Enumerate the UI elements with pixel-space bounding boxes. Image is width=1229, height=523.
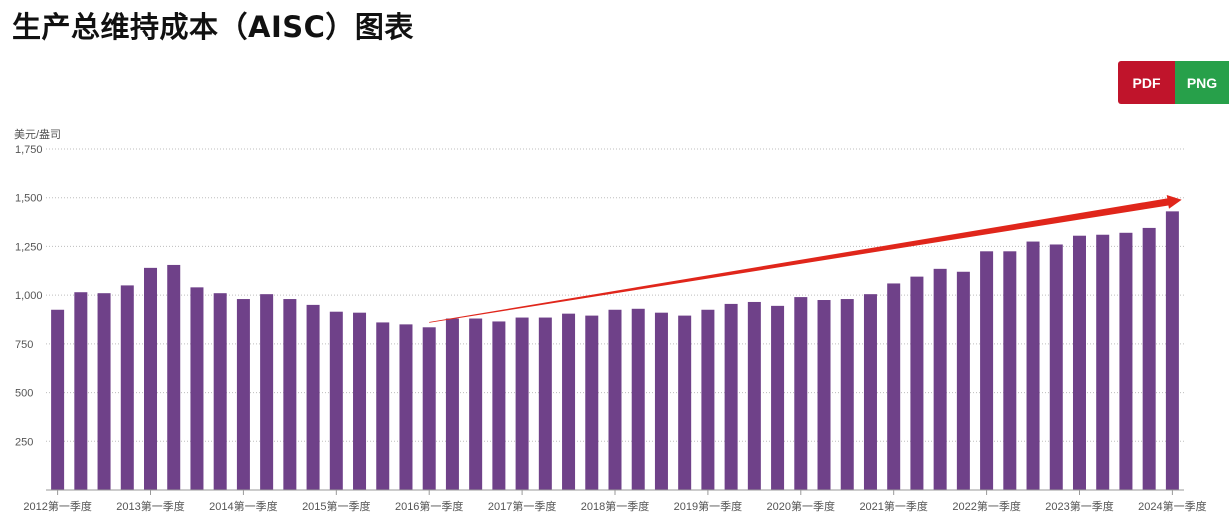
y-tick-label: 1,000 — [15, 290, 43, 302]
bar — [97, 293, 111, 490]
y-tick-label: 1,750 — [15, 144, 43, 156]
bar — [747, 301, 761, 490]
bar — [283, 299, 297, 490]
download-pdf-button[interactable]: PDF — [1118, 61, 1175, 104]
x-tick-label: 2017第一季度 — [488, 499, 556, 513]
bar — [329, 311, 343, 490]
bar — [399, 324, 413, 490]
grid-lines — [46, 148, 1184, 442]
bar — [1165, 211, 1179, 490]
x-tick-label: 2022第一季度 — [952, 499, 1020, 513]
bar — [469, 318, 483, 490]
bar — [1026, 241, 1040, 490]
x-tick-label: 2013第一季度 — [116, 499, 184, 513]
x-tick-label: 2018第一季度 — [581, 499, 649, 513]
bar — [120, 285, 134, 490]
bar — [515, 317, 529, 490]
bar — [724, 303, 738, 490]
bar — [1119, 232, 1133, 490]
bar — [538, 317, 552, 490]
annotations — [429, 195, 1182, 323]
bar — [980, 251, 994, 490]
bar — [1142, 227, 1156, 490]
bar — [445, 318, 459, 490]
bar — [167, 264, 181, 490]
bar — [306, 304, 320, 490]
x-tick-label: 2016第一季度 — [395, 499, 463, 513]
page-title: 生产总维持成本（AISC）图表 — [12, 10, 414, 44]
bar — [260, 294, 274, 490]
bar — [422, 327, 436, 490]
bar — [956, 271, 970, 490]
bar — [562, 313, 576, 490]
axes: 250 500 750 1,000 1,250 1,500 1,750 2012第一季度 201… — [15, 144, 1207, 513]
bar — [74, 292, 88, 490]
download-png-button[interactable]: PNG — [1175, 61, 1229, 104]
bar — [933, 268, 947, 490]
bar — [236, 299, 250, 490]
bar — [1072, 235, 1086, 490]
y-tick-label: 1,250 — [15, 241, 43, 253]
bar — [1096, 234, 1110, 490]
x-tick-label: 2021第一季度 — [859, 499, 927, 513]
bar — [701, 309, 715, 490]
bar — [190, 287, 204, 490]
y-axis-unit-label: 美元/盎司 — [14, 127, 61, 141]
x-tick-label: 2023第一季度 — [1045, 499, 1113, 513]
bar — [1003, 251, 1017, 490]
bar — [910, 276, 924, 490]
bar — [376, 322, 390, 490]
bar — [678, 315, 692, 490]
y-tick-label: 500 — [15, 388, 33, 400]
bar — [771, 305, 785, 490]
x-tick-label: 2020第一季度 — [767, 499, 835, 513]
x-tick-label: 2019第一季度 — [674, 499, 742, 513]
bar — [213, 293, 227, 490]
bar — [794, 297, 808, 490]
bar — [1049, 244, 1063, 490]
bar — [492, 321, 506, 490]
bar — [817, 300, 831, 490]
x-tick-label: 2014第一季度 — [209, 499, 277, 513]
x-tick-label: 2015第一季度 — [302, 499, 370, 513]
bars — [51, 211, 1179, 490]
x-tick-label: 2012第一季度 — [23, 499, 91, 513]
bar — [51, 309, 65, 490]
bar — [631, 308, 645, 490]
bar — [840, 299, 854, 490]
trend-arrow — [429, 195, 1182, 323]
bar — [144, 267, 158, 490]
bar — [887, 283, 901, 490]
y-tick-label: 750 — [15, 339, 33, 351]
bar — [608, 309, 622, 490]
bar — [863, 294, 877, 490]
x-tick-label: 2024第一季度 — [1138, 499, 1206, 513]
bar — [353, 312, 367, 490]
y-tick-label: 1,500 — [15, 193, 43, 205]
bar — [654, 312, 668, 490]
bar — [585, 315, 599, 490]
y-tick-label: 250 — [15, 436, 33, 448]
